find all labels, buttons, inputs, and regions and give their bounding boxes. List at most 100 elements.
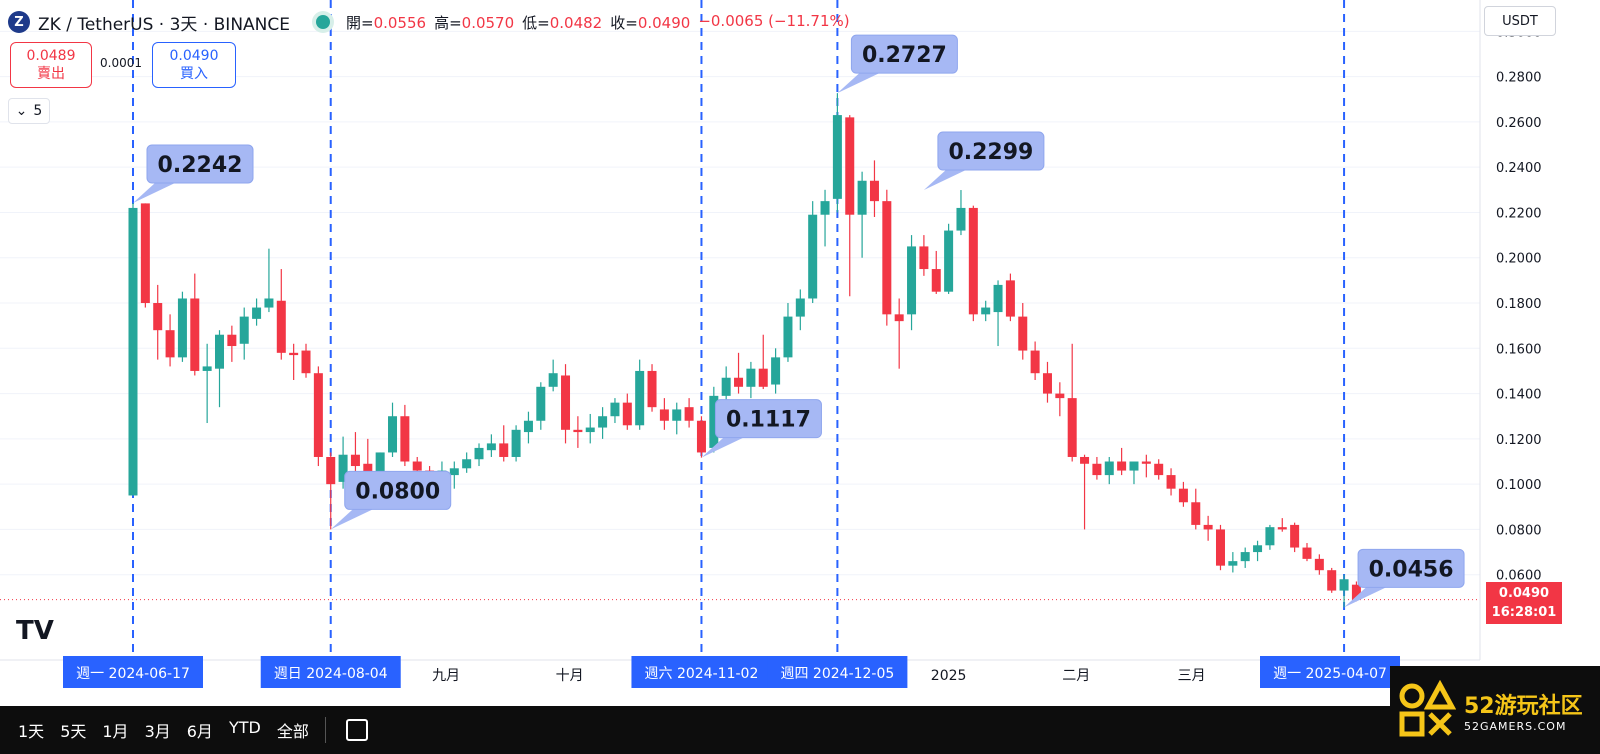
callout-pointer [1344,587,1387,608]
chart-header: Z ZK / TetherUS · 3天 · BINANCE 開=0.0556 … [8,8,850,36]
candle-body [1141,461,1151,464]
candle-body [474,447,484,460]
candle-body [511,429,521,457]
candle-body [610,402,620,417]
callout-pointer [923,170,966,191]
candle-body [412,461,422,471]
candle-body [734,377,744,387]
candle-body [696,420,706,453]
callout-label: 0.2242 [158,153,243,178]
chart-grid [0,30,1480,601]
buy-button[interactable]: 0.0490 買入 [152,42,236,88]
change-readout: −0.0065 (−11.71%) [698,11,850,30]
range-button[interactable]: 1天 [18,722,45,741]
candle-body [165,330,175,358]
date-marker-label: 週四 2024-12-05 [780,666,894,682]
candle-body [1178,488,1188,503]
range-button[interactable]: 3月 [144,722,171,741]
candle-body [1314,558,1324,571]
zk-logo-icon: Z [8,11,30,33]
candle-body [1166,475,1176,489]
candle-body [635,370,645,426]
candle-body [1277,527,1287,530]
candle-body [771,357,781,385]
candle-body [264,298,274,308]
candle-body [931,269,941,292]
y-tick-label: 0.1400 [1496,388,1542,403]
sell-button[interactable]: 0.0489 賣出 [10,42,92,88]
last-price-tag: 0.0490 16:28:01 [1486,582,1562,624]
candle-body [981,307,991,315]
candle-body [289,352,299,356]
y-tick-label: 0.2200 [1496,206,1542,221]
symbol-title[interactable]: ZK / TetherUS · 3天 · BINANCE [38,14,290,35]
callout-box [1357,548,1465,588]
candle-body [1067,398,1077,457]
candle-body [1030,350,1040,374]
candle-body [462,459,472,469]
candle-body [1203,524,1213,530]
candle-body [659,409,669,421]
candle-body [1055,393,1065,399]
candle-body [1228,561,1238,566]
candle-body [585,427,595,433]
bar-countdown: 16:28:01 [1491,605,1557,620]
x-tick-label: 三月 [1178,668,1206,684]
range-button[interactable]: YTD [228,718,261,737]
candle-body [1191,502,1201,525]
date-marker-label: 週一 2024-06-17 [76,666,190,682]
calendar-range-icon[interactable] [345,719,368,741]
callout-pointer [837,73,880,94]
candle-body [1351,584,1361,600]
candle-body [1042,373,1052,394]
range-button[interactable]: 1月 [102,722,129,741]
callout-box [344,470,452,510]
buy-label: 買入 [180,66,208,82]
y-tick-label: 0.0600 [1496,569,1542,584]
currency-unit-button[interactable]: USDT [1484,6,1556,36]
spread-value: 0.0001 [100,56,142,70]
date-marker-label: 週日 2024-08-04 [274,666,388,682]
y-tick-label: 0.2000 [1496,252,1542,267]
candle-body [177,298,187,358]
date-marker-tag [63,656,203,688]
candle-body [227,334,237,347]
x-tick-label: 九月 [432,668,460,684]
callout-box [146,144,254,184]
candle-body [1104,461,1114,476]
candle-body [944,230,954,292]
callout-pointer [701,437,744,458]
candle-body [956,207,966,231]
candle-body [783,316,793,358]
candle-body [140,203,150,304]
y-tick-label: 0.2400 [1496,161,1542,176]
range-button[interactable]: 全部 [276,722,309,741]
y-tick-label: 0.1600 [1496,342,1542,357]
candle-body [820,201,830,215]
tradingview-logo-icon[interactable]: TV [16,616,54,646]
range-button[interactable]: 5天 [60,722,87,741]
y-tick-label: 0.1000 [1496,478,1542,493]
x-tick-label: 十月 [556,668,584,684]
callout-box [850,34,958,74]
candle-body [832,115,842,199]
watermark-logo-icon [1399,680,1456,737]
date-marker-label: 週六 2024-11-02 [645,666,759,682]
candle-body [561,375,571,430]
last-price: 0.0490 [1498,586,1550,601]
candle-body [313,373,323,457]
ohlc-readout: 開=0.0556 高=0.0570 低=0.0482 收=0.0490 −0.0… [346,11,850,32]
callout-label: 0.2727 [862,43,947,68]
candle-body [1215,529,1225,566]
date-marker-tag [260,656,401,688]
candle-body [350,454,360,467]
range-button[interactable]: 6月 [186,722,213,741]
candle-body [400,416,410,462]
candle-body [1129,461,1139,471]
candle-body [1092,463,1102,476]
candle-body [252,307,262,319]
candle-body [882,201,892,315]
candle-body [746,368,756,387]
indicator-toggle-button[interactable]: ⌄ 5 [8,98,50,124]
